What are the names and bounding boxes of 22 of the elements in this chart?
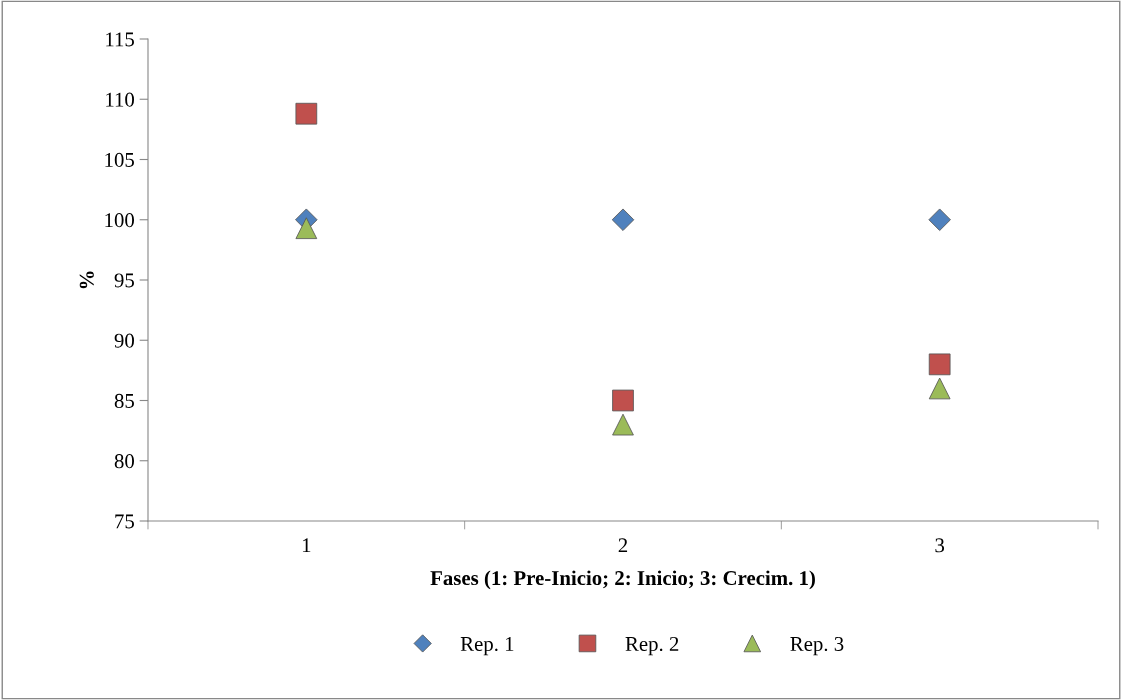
y-tick-label: 115 xyxy=(106,32,134,47)
x-axis-title: Fases (1: Pre-Inicio; 2: Inicio; 3: Crecim. 1) xyxy=(430,570,815,590)
x-tick-label: 3 xyxy=(935,538,945,553)
x-tick-label: 2 xyxy=(618,538,628,553)
y-tick-label: 90 xyxy=(114,333,135,348)
point xyxy=(611,208,635,231)
y-tick-label: 75 xyxy=(115,514,134,529)
y-tick-label: 100 xyxy=(105,213,135,228)
y-axis-title: % xyxy=(79,271,94,289)
point xyxy=(928,377,951,400)
y-tick-label: 95 xyxy=(114,273,134,288)
y-tick-label: 80 xyxy=(114,454,135,469)
point xyxy=(295,217,318,240)
point xyxy=(612,389,634,412)
point xyxy=(928,353,951,376)
x-tick-label: 1 xyxy=(302,538,311,553)
y-tick-label: 105 xyxy=(105,152,134,167)
legend-label: Rep. 3 xyxy=(790,636,844,656)
legend-label: Rep. 1 xyxy=(460,636,514,656)
legend-label: Rep. 2 xyxy=(625,636,679,656)
y-tick-label: 110 xyxy=(106,92,135,107)
y-tick-label: 85 xyxy=(114,393,134,408)
